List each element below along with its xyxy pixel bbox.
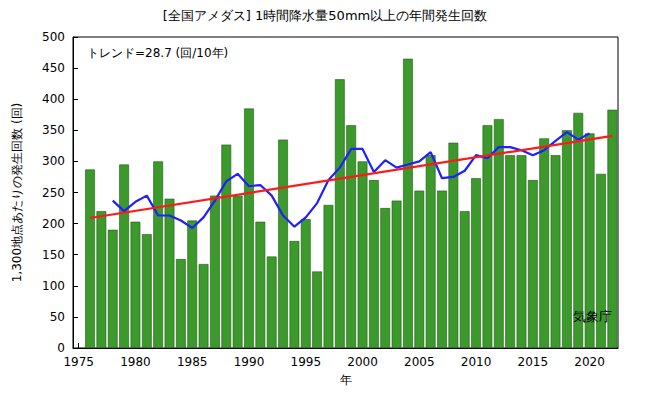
svg-text:50: 50 [50,310,65,324]
svg-text:1995: 1995 [290,355,321,369]
svg-text:0: 0 [57,341,65,355]
svg-text:[全国アメダス] 1時間降水量50mm以上の年間発生回数: [全国アメダス] 1時間降水量50mm以上の年間発生回数 [163,8,487,23]
svg-text:2000: 2000 [347,355,378,369]
svg-text:1980: 1980 [120,355,151,369]
svg-text:500: 500 [42,30,65,44]
svg-text:100: 100 [42,279,65,293]
svg-text:2005: 2005 [404,355,435,369]
svg-text:400: 400 [42,92,65,106]
svg-text:2010: 2010 [461,355,492,369]
svg-text:350: 350 [42,123,65,137]
svg-text:300: 300 [42,154,65,168]
svg-text:気象庁: 気象庁 [573,309,612,324]
svg-text:250: 250 [42,186,65,200]
svg-text:2020: 2020 [574,355,605,369]
svg-text:150: 150 [42,248,65,262]
svg-text:年: 年 [340,373,352,387]
svg-text:1985: 1985 [177,355,208,369]
svg-text:1,300地点あたりの発生回数 (回): 1,300地点あたりの発生回数 (回) [10,103,24,283]
svg-text:1975: 1975 [63,355,94,369]
svg-text:2015: 2015 [518,355,549,369]
svg-text:1990: 1990 [234,355,265,369]
svg-text:450: 450 [42,61,65,75]
svg-text:200: 200 [42,217,65,231]
svg-text:トレンド=28.7 (回/10年): トレンド=28.7 (回/10年) [87,46,228,60]
